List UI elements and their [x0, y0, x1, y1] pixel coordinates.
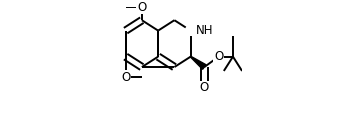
Polygon shape: [190, 56, 206, 69]
Text: O: O: [121, 71, 130, 84]
Text: O: O: [200, 81, 209, 94]
Text: O: O: [137, 1, 147, 14]
Text: O: O: [214, 50, 223, 63]
Text: NH: NH: [196, 24, 213, 37]
